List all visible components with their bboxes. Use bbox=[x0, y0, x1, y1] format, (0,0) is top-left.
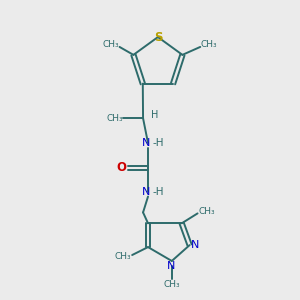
Text: N: N bbox=[142, 187, 150, 196]
Text: CH₃: CH₃ bbox=[102, 40, 119, 50]
Text: N: N bbox=[167, 261, 175, 271]
Text: N: N bbox=[190, 240, 199, 250]
Text: CH₃: CH₃ bbox=[201, 40, 217, 50]
Text: -H: -H bbox=[152, 138, 164, 148]
Text: N: N bbox=[142, 138, 150, 148]
Text: CH₃: CH₃ bbox=[198, 207, 215, 216]
Text: CH₃: CH₃ bbox=[164, 280, 180, 289]
Text: -H: -H bbox=[152, 187, 164, 196]
Text: CH₃: CH₃ bbox=[115, 251, 132, 260]
Text: H: H bbox=[151, 110, 159, 120]
Text: CH₃: CH₃ bbox=[106, 114, 123, 123]
Text: S: S bbox=[154, 31, 162, 44]
Text: O: O bbox=[116, 161, 126, 174]
